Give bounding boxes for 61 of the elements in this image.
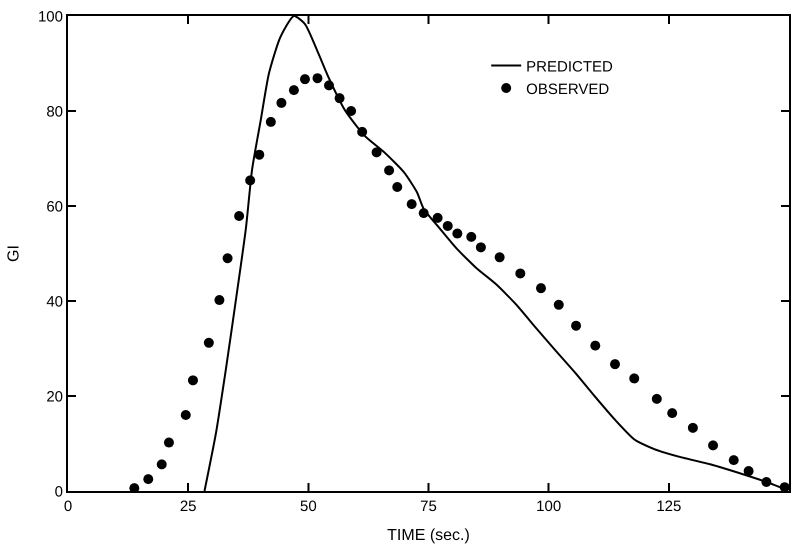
x-tick-label: 25 — [180, 498, 197, 515]
point — [143, 474, 154, 484]
y-axis-title: GI — [5, 245, 22, 262]
point — [254, 150, 264, 160]
y-tick-label: 40 — [46, 293, 63, 310]
point — [780, 482, 789, 491]
point — [288, 85, 299, 96]
point — [245, 175, 256, 186]
x-axis-title: TIME (sec.) — [387, 527, 470, 544]
point — [214, 295, 224, 306]
point — [188, 375, 198, 386]
point — [234, 210, 244, 221]
point — [515, 268, 526, 278]
point — [536, 283, 546, 294]
point — [476, 242, 486, 252]
point — [418, 208, 429, 218]
x-tick-label: 50 — [300, 498, 317, 515]
point — [452, 228, 462, 239]
point — [728, 455, 739, 466]
y-tick-label: 100 — [38, 8, 63, 26]
point — [180, 410, 191, 420]
point — [571, 320, 582, 331]
x-tick-label: 100 — [536, 498, 562, 515]
point — [610, 359, 620, 370]
point — [708, 440, 718, 450]
point — [346, 106, 356, 116]
point — [629, 373, 640, 384]
y-tick-label: 80 — [46, 103, 63, 120]
point — [392, 182, 402, 192]
point — [554, 300, 564, 310]
point — [688, 422, 698, 433]
point — [222, 253, 233, 264]
point — [494, 252, 505, 262]
point — [667, 408, 678, 418]
point — [384, 165, 394, 176]
point — [324, 80, 334, 90]
point — [204, 338, 214, 348]
point — [357, 126, 368, 137]
point — [276, 98, 286, 108]
point — [300, 74, 310, 84]
legend-label: PREDICTED — [526, 58, 614, 76]
y-tick-label: 60 — [46, 198, 63, 216]
point — [266, 116, 276, 127]
y-tick-label: 20 — [46, 388, 63, 406]
point — [590, 340, 600, 351]
point — [466, 232, 476, 242]
point — [432, 212, 443, 223]
point — [761, 476, 772, 487]
legend-label: OBSERVED — [526, 80, 610, 98]
x-tick-label: 125 — [656, 498, 682, 515]
point — [164, 438, 174, 448]
y-tick-label: 0 — [54, 483, 63, 500]
point — [156, 459, 167, 470]
point — [372, 147, 382, 158]
point — [442, 220, 453, 231]
point — [334, 93, 345, 104]
point — [652, 394, 662, 404]
point — [406, 199, 417, 210]
point — [312, 73, 322, 84]
x-tick-label: 75 — [420, 498, 437, 515]
point — [744, 466, 754, 476]
